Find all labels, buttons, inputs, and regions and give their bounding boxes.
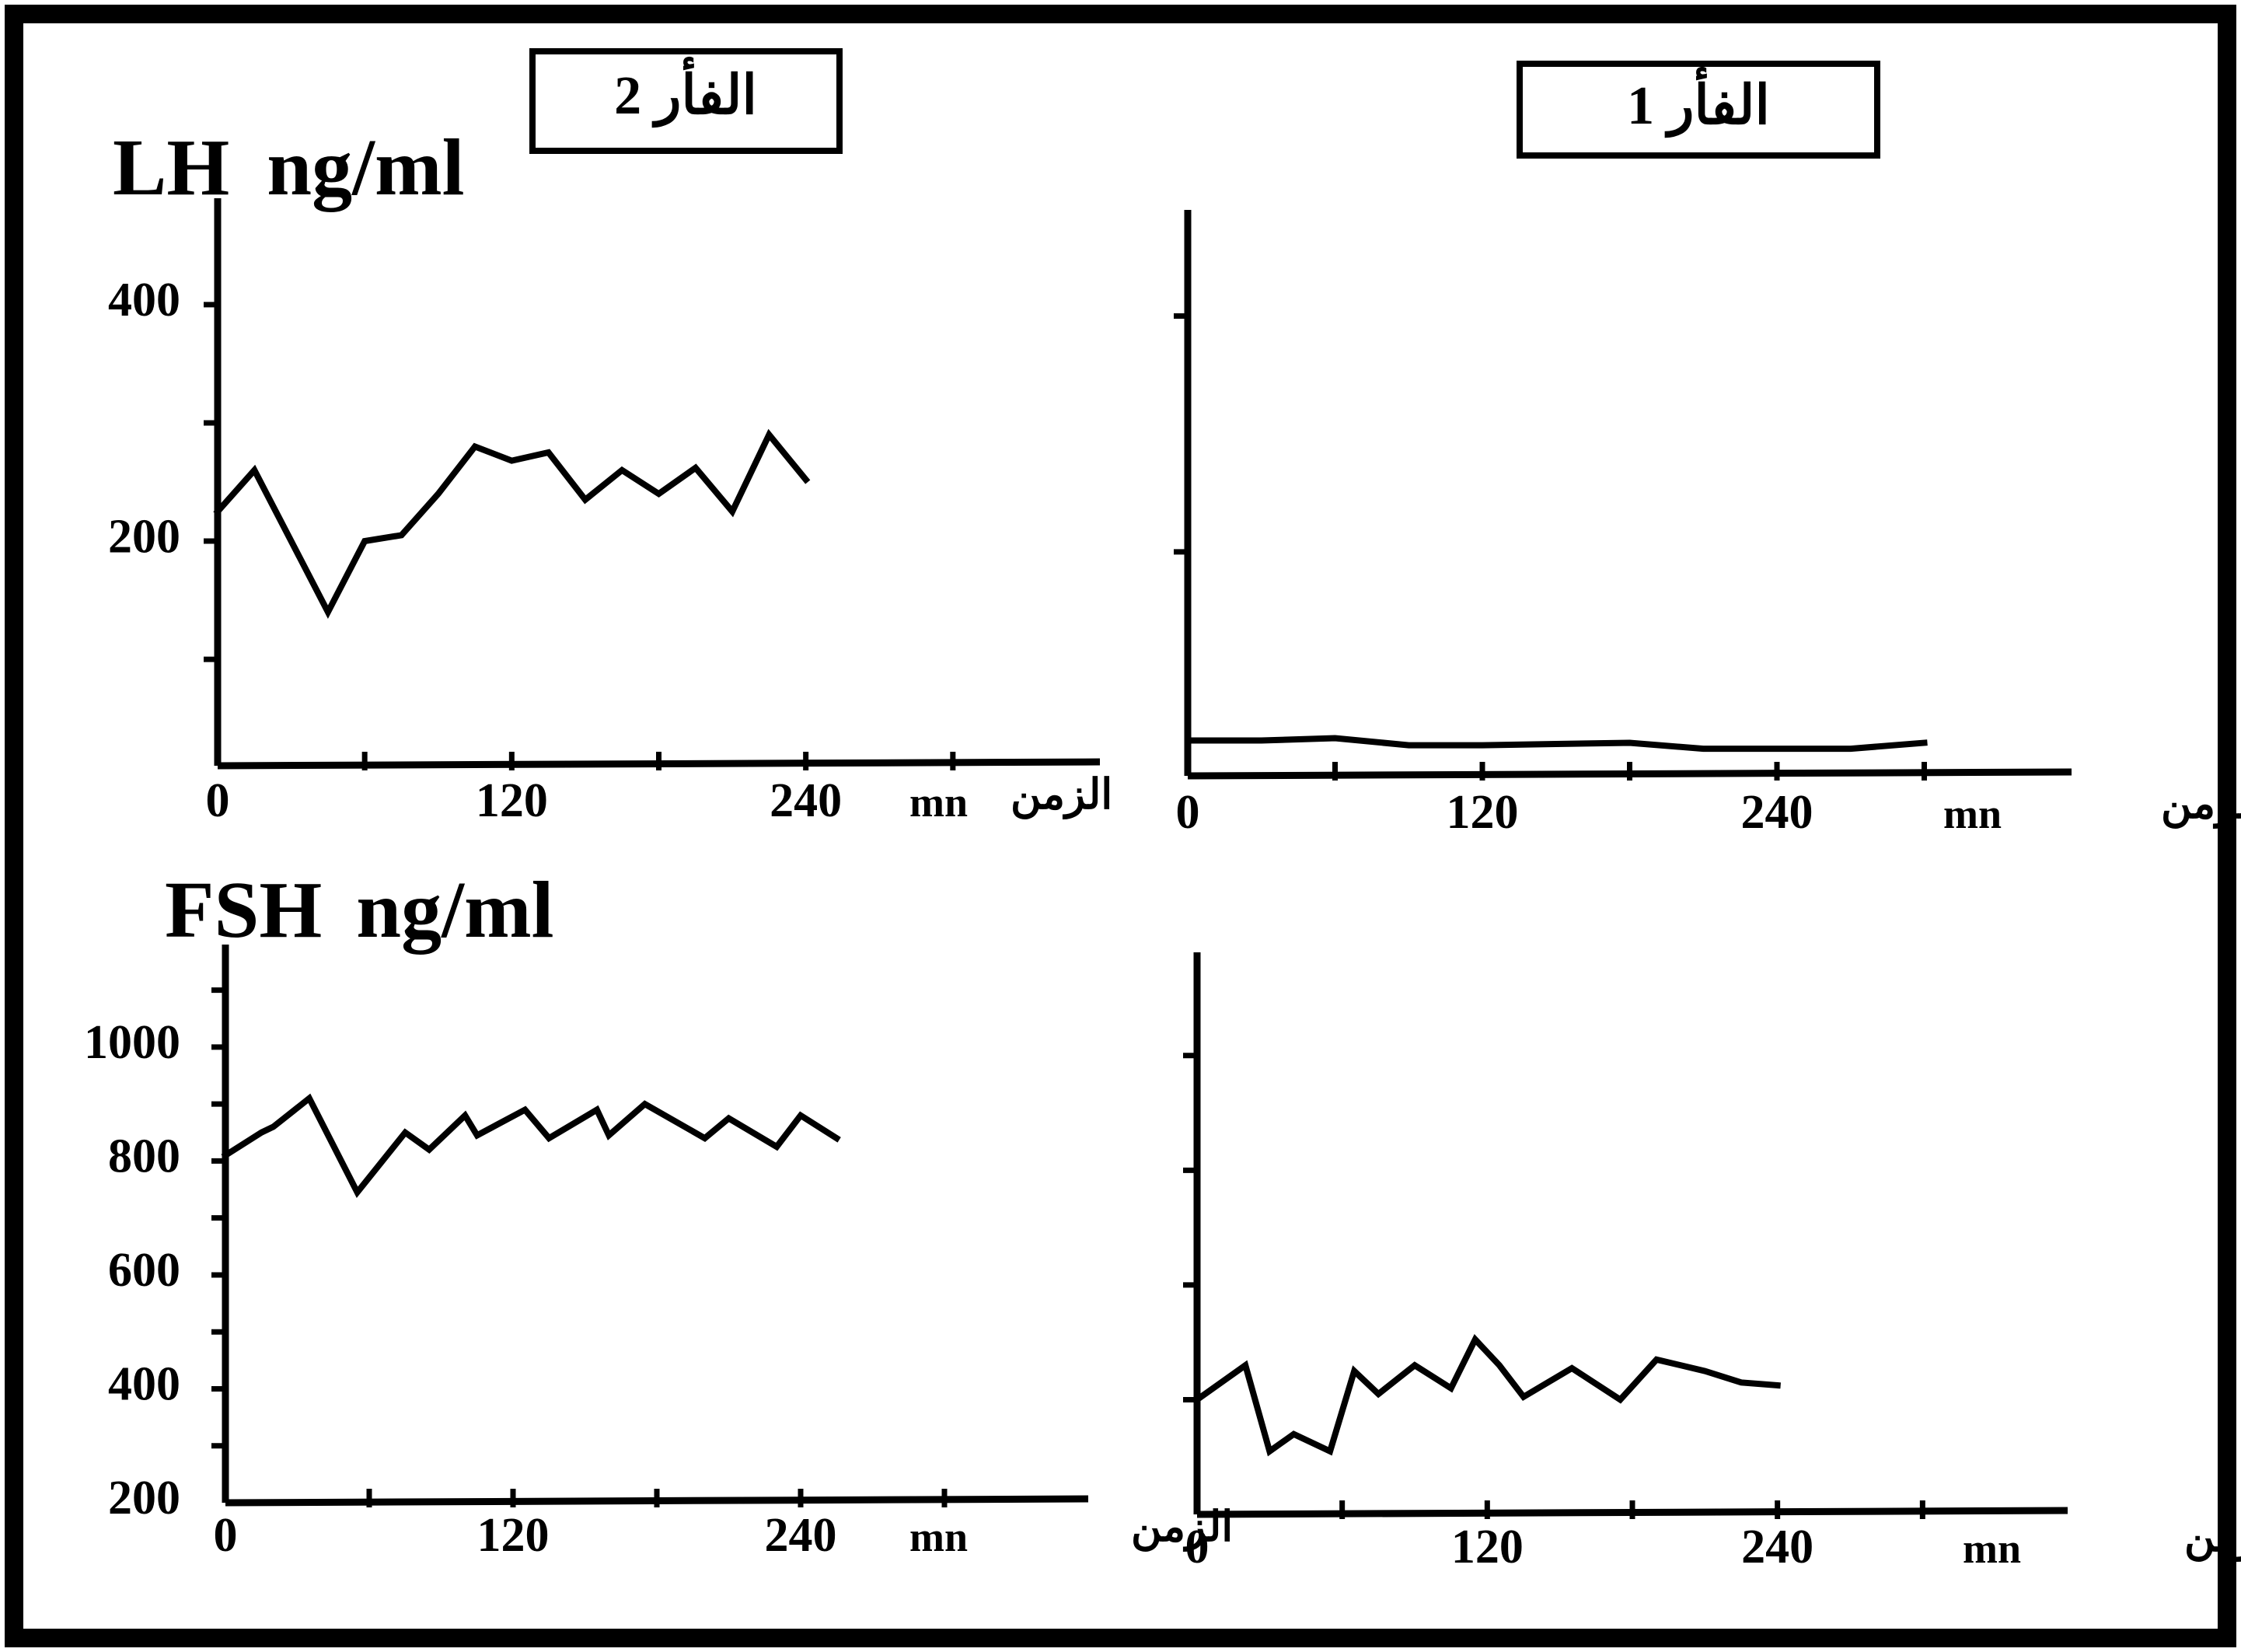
x-axis-label: الزمن <box>1011 771 1112 820</box>
y-tick-label: 1000 <box>84 1016 180 1069</box>
x-tick-label: 120 <box>1447 786 1519 839</box>
chart-panel-4: 0 120 240 mn الزمن <box>1183 952 2241 1573</box>
x-tick-label: 0 <box>214 1509 238 1562</box>
chart-panel-1: 200 400 0 120 240 mn الزمن <box>108 198 1112 827</box>
x-tick-label: 120 <box>1451 1521 1524 1573</box>
svg-text:LH ng/ml: LH ng/ml <box>113 123 465 212</box>
x-tick-label: 240 <box>1741 786 1813 839</box>
x-unit-label: mn <box>1943 791 2002 837</box>
x-tick-label: 240 <box>765 1509 837 1562</box>
panel-title-rat-1-box: الفأر 1 <box>1517 61 1880 159</box>
y-tick-label: 400 <box>108 274 180 327</box>
panel-title-rat-2: الفأر 2 <box>614 57 757 128</box>
x-tick-label: 120 <box>476 774 548 827</box>
y-tick-label: 200 <box>108 510 180 563</box>
panel-title-rat-1: الفأر 1 <box>1627 67 1770 138</box>
x-tick-label: 240 <box>770 774 842 827</box>
y-tick-label: 200 <box>108 1472 180 1525</box>
y-tick-label: 400 <box>108 1358 180 1411</box>
lh-axis-title: LH ng/ml <box>113 123 465 212</box>
fsh-unit-label: ng/ml <box>356 865 553 955</box>
x-tick-label: 120 <box>477 1509 550 1562</box>
svg-text:FSH ng/ml: FSH ng/ml <box>165 865 554 955</box>
x-tick-label: 0 <box>1176 786 1200 839</box>
lh-unit-label: ng/ml <box>267 123 464 212</box>
x-unit-label: mn <box>909 1514 968 1560</box>
x-unit-label: mn <box>909 779 968 826</box>
x-axis-label: الزمن <box>2184 1514 2241 1563</box>
chart-panel-2: 0 120 240 mn الزمن <box>1174 210 2241 839</box>
x-tick-label: 240 <box>1741 1521 1813 1573</box>
y-tick-label: 800 <box>108 1130 180 1183</box>
fsh-hormone-label: FSH <box>165 865 322 955</box>
series-line-1 <box>1192 1334 1782 1457</box>
figure-frame <box>5 5 2236 1647</box>
x-tick-label: 0 <box>206 774 230 827</box>
x-tick-label: 0 <box>1185 1521 1210 1573</box>
panel-title-rat-2-box: الفأر 2 <box>529 48 843 154</box>
series-line-1 <box>1185 735 1928 753</box>
series-line-1 <box>221 1093 841 1199</box>
lh-hormone-label: LH <box>113 123 229 212</box>
fsh-axis-title: FSH ng/ml <box>165 865 554 955</box>
series-line-1 <box>213 428 811 619</box>
y-tick-label: 600 <box>108 1244 180 1297</box>
x-axis-label: الزمن <box>2161 781 2241 829</box>
x-unit-label: mn <box>1963 1525 2021 1572</box>
chart-panels: 200 400 0 120 240 mn الزمن 0 120 240 mn الزمن 200 400… <box>84 198 2241 1573</box>
